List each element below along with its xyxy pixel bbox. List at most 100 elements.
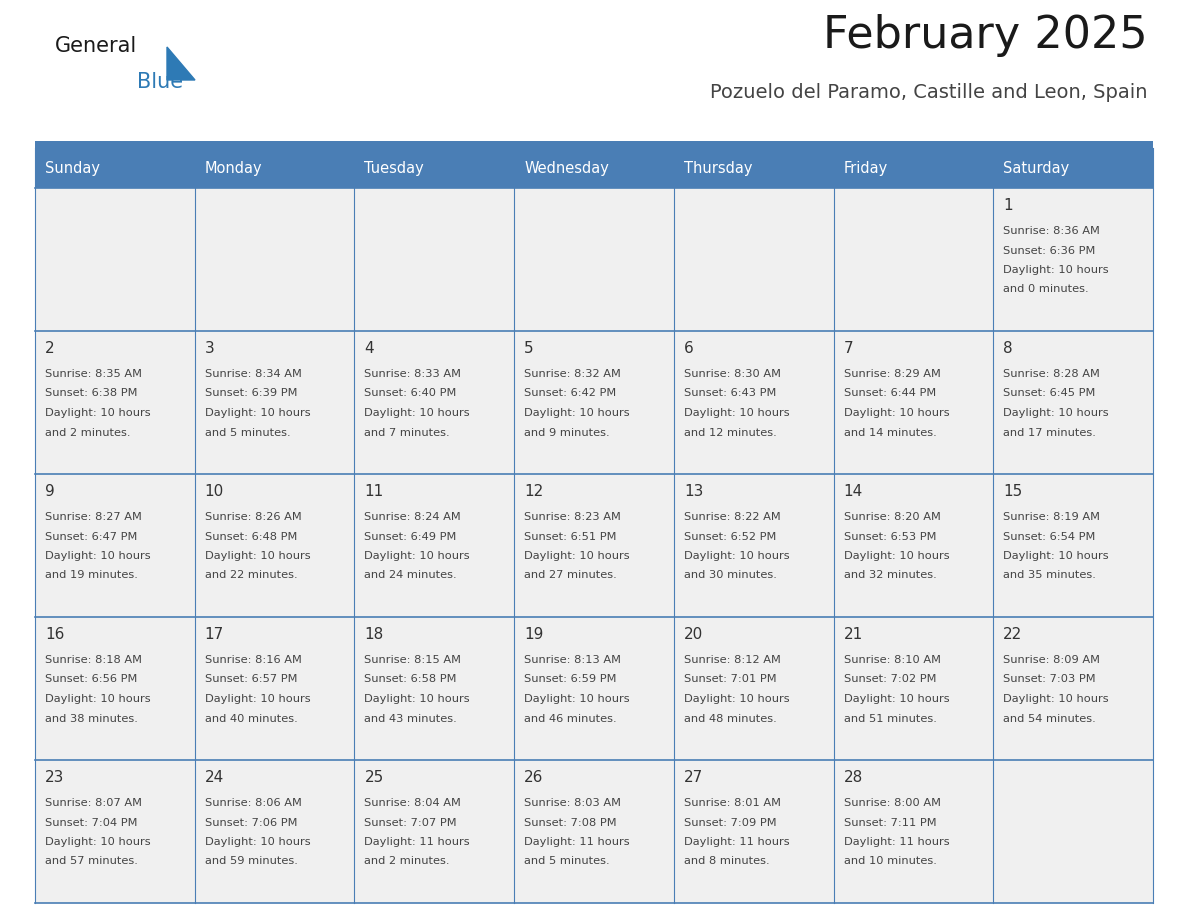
Text: 15: 15 (1004, 484, 1023, 499)
Bar (354, 188, 514, 331)
Text: 14: 14 (843, 484, 862, 499)
Bar (34, 331, 195, 474)
Text: and 38 minutes.: and 38 minutes. (45, 713, 138, 723)
Bar (195, 331, 354, 474)
Text: Sunrise: 8:32 AM: Sunrise: 8:32 AM (524, 369, 621, 379)
Text: Sunrise: 8:23 AM: Sunrise: 8:23 AM (524, 512, 621, 522)
Text: Daylight: 10 hours: Daylight: 10 hours (45, 408, 151, 418)
Text: 18: 18 (365, 627, 384, 642)
Text: 2: 2 (45, 341, 55, 356)
Text: and 43 minutes.: and 43 minutes. (365, 713, 457, 723)
Text: 19: 19 (524, 627, 544, 642)
Text: Daylight: 10 hours: Daylight: 10 hours (684, 408, 790, 418)
Text: Sunset: 6:49 PM: Sunset: 6:49 PM (365, 532, 457, 542)
Bar (993, 617, 1154, 760)
Text: Sunset: 6:43 PM: Sunset: 6:43 PM (684, 388, 776, 398)
Text: Daylight: 10 hours: Daylight: 10 hours (684, 551, 790, 561)
Bar (34, 617, 195, 760)
Text: Sunset: 6:36 PM: Sunset: 6:36 PM (1004, 245, 1095, 255)
Text: 20: 20 (684, 627, 703, 642)
Text: and 32 minutes.: and 32 minutes. (843, 570, 936, 580)
Text: Sunset: 6:52 PM: Sunset: 6:52 PM (684, 532, 776, 542)
Text: Sunrise: 8:04 AM: Sunrise: 8:04 AM (365, 798, 461, 808)
Text: and 59 minutes.: and 59 minutes. (204, 856, 297, 867)
Text: and 35 minutes.: and 35 minutes. (1004, 570, 1097, 580)
Text: Sunset: 6:58 PM: Sunset: 6:58 PM (365, 675, 457, 685)
Text: Sunrise: 8:06 AM: Sunrise: 8:06 AM (204, 798, 302, 808)
Text: 11: 11 (365, 484, 384, 499)
Text: Daylight: 10 hours: Daylight: 10 hours (365, 408, 470, 418)
Text: 23: 23 (45, 770, 64, 785)
Bar (834, 148, 993, 188)
Text: Sunrise: 8:22 AM: Sunrise: 8:22 AM (684, 512, 781, 522)
Text: Daylight: 10 hours: Daylight: 10 hours (45, 551, 151, 561)
Bar (993, 760, 1154, 903)
Text: 7: 7 (843, 341, 853, 356)
Text: Daylight: 10 hours: Daylight: 10 hours (843, 551, 949, 561)
Bar (514, 617, 674, 760)
Text: Sunset: 6:42 PM: Sunset: 6:42 PM (524, 388, 617, 398)
Text: 25: 25 (365, 770, 384, 785)
Bar (514, 474, 674, 617)
Text: Wednesday: Wednesday (524, 161, 609, 175)
Text: Daylight: 10 hours: Daylight: 10 hours (204, 837, 310, 847)
Text: Sunrise: 8:16 AM: Sunrise: 8:16 AM (204, 655, 302, 665)
Text: Sunrise: 8:03 AM: Sunrise: 8:03 AM (524, 798, 621, 808)
Bar (354, 474, 514, 617)
Text: Sunset: 6:56 PM: Sunset: 6:56 PM (45, 675, 138, 685)
Text: Sunrise: 8:34 AM: Sunrise: 8:34 AM (204, 369, 302, 379)
Text: 13: 13 (684, 484, 703, 499)
Text: Daylight: 10 hours: Daylight: 10 hours (45, 694, 151, 704)
Text: Daylight: 10 hours: Daylight: 10 hours (1004, 408, 1108, 418)
Text: Sunrise: 8:30 AM: Sunrise: 8:30 AM (684, 369, 781, 379)
Bar (674, 474, 834, 617)
Text: Sunrise: 8:20 AM: Sunrise: 8:20 AM (843, 512, 941, 522)
Bar (514, 760, 674, 903)
Bar (34, 141, 1154, 148)
Text: 4: 4 (365, 341, 374, 356)
Text: Daylight: 10 hours: Daylight: 10 hours (204, 694, 310, 704)
Text: Daylight: 10 hours: Daylight: 10 hours (684, 694, 790, 704)
Text: Sunrise: 8:33 AM: Sunrise: 8:33 AM (365, 369, 461, 379)
Bar (514, 188, 674, 331)
Text: Daylight: 10 hours: Daylight: 10 hours (1004, 265, 1108, 275)
Polygon shape (168, 47, 195, 80)
Text: Blue: Blue (137, 72, 183, 92)
Bar (195, 617, 354, 760)
Bar (354, 760, 514, 903)
Text: 5: 5 (524, 341, 533, 356)
Text: 1: 1 (1004, 198, 1013, 213)
Text: and 22 minutes.: and 22 minutes. (204, 570, 297, 580)
Bar (195, 188, 354, 331)
Bar (834, 474, 993, 617)
Text: Daylight: 10 hours: Daylight: 10 hours (524, 408, 630, 418)
Text: Sunrise: 8:18 AM: Sunrise: 8:18 AM (45, 655, 143, 665)
Text: and 2 minutes.: and 2 minutes. (45, 428, 131, 438)
Text: and 27 minutes.: and 27 minutes. (524, 570, 617, 580)
Text: and 57 minutes.: and 57 minutes. (45, 856, 138, 867)
Text: 6: 6 (684, 341, 694, 356)
Text: and 10 minutes.: and 10 minutes. (843, 856, 936, 867)
Text: Friday: Friday (843, 161, 887, 175)
Text: Sunset: 6:47 PM: Sunset: 6:47 PM (45, 532, 138, 542)
Bar (834, 760, 993, 903)
Text: Sunset: 7:11 PM: Sunset: 7:11 PM (843, 818, 936, 827)
Text: and 9 minutes.: and 9 minutes. (524, 428, 609, 438)
Text: Sunset: 6:44 PM: Sunset: 6:44 PM (843, 388, 936, 398)
Bar (993, 188, 1154, 331)
Text: Daylight: 10 hours: Daylight: 10 hours (1004, 694, 1108, 704)
Text: Sunset: 7:01 PM: Sunset: 7:01 PM (684, 675, 777, 685)
Text: Sunrise: 8:28 AM: Sunrise: 8:28 AM (1004, 369, 1100, 379)
Bar (993, 148, 1154, 188)
Text: Sunset: 6:45 PM: Sunset: 6:45 PM (1004, 388, 1095, 398)
Bar (34, 188, 195, 331)
Bar (514, 148, 674, 188)
Bar (195, 760, 354, 903)
Text: and 2 minutes.: and 2 minutes. (365, 856, 450, 867)
Text: 21: 21 (843, 627, 862, 642)
Text: Sunset: 7:08 PM: Sunset: 7:08 PM (524, 818, 617, 827)
Bar (514, 331, 674, 474)
Bar (34, 760, 195, 903)
Text: Sunrise: 8:26 AM: Sunrise: 8:26 AM (204, 512, 302, 522)
Text: Sunset: 7:09 PM: Sunset: 7:09 PM (684, 818, 777, 827)
